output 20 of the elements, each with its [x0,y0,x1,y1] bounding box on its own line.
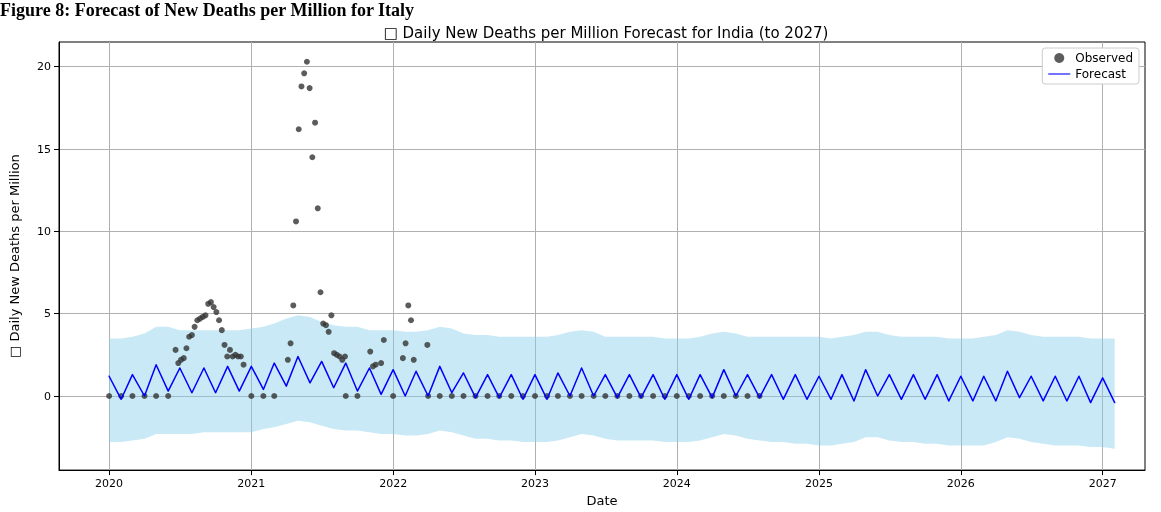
chart-title: □ Daily New Deaths per Million Forecast for India (to 2027) [383,23,829,42]
x-axis-title: Date [586,493,618,508]
x-tick-label: 2022 [379,477,408,491]
x-tick-label: 2021 [237,477,266,491]
x-tick-label: 2025 [805,477,834,491]
caption: Figure 8: Forecast of New Deaths per Million for Italy [0,0,415,20]
y-axis-title: □ Daily New Deaths per Million [7,154,22,358]
legend-label: Observed [1075,51,1133,65]
line-series [108,355,1116,404]
x-tick-label: 2020 [95,477,124,491]
y-tick-label: 20 [37,60,51,74]
y-tick-label: 10 [37,224,51,238]
y-tick-label: 15 [37,142,51,156]
y-tick-label: 0 [44,389,51,403]
x-tick-label: 2026 [946,477,975,491]
x-tick-label: 2027 [1088,477,1117,491]
x-tick-label: 2023 [520,477,549,491]
legend-label: Forecast [1075,67,1127,81]
x-tick-label: 2024 [662,477,691,491]
y-tick-label: 5 [44,307,51,321]
